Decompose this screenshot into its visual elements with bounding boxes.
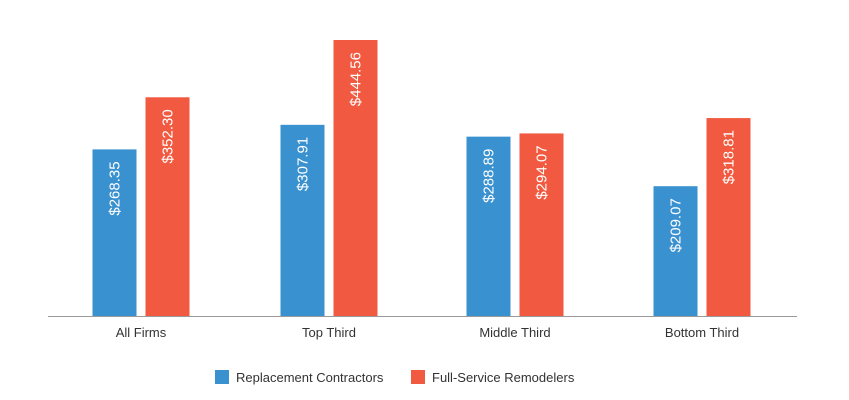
data-label: $288.89 [481,149,498,203]
bar [333,40,378,316]
data-label: $294.07 [534,145,551,199]
x-tick-label: Middle Third [479,325,550,340]
bar [653,186,698,316]
data-label: $209.07 [668,198,685,252]
bar [706,118,751,316]
data-label: $444.56 [348,52,365,106]
legend-swatch [411,370,425,384]
data-label: $268.35 [107,161,124,215]
bar [92,149,137,316]
bar [280,124,325,317]
legend-swatch [215,370,229,384]
data-label: $352.30 [160,109,177,163]
bar [519,133,564,316]
bar [145,97,190,316]
x-tick-label: Top Third [302,325,356,340]
legend-label: Full-Service Remodelers [432,370,575,385]
legend-label: Replacement Contractors [236,370,384,385]
data-label: $307.91 [295,137,312,191]
data-label: $318.81 [721,130,738,184]
legend: Replacement Contractors Full-Service Remo… [215,370,575,385]
x-tick-label: All Firms [116,325,167,340]
x-tick-label: Bottom Third [665,325,739,340]
bar [466,136,511,316]
